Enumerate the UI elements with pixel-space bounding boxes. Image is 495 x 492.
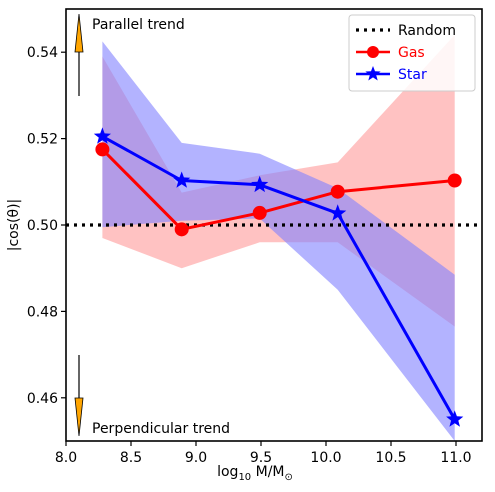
gas-point bbox=[447, 173, 462, 188]
y-tick-label: 0.48 bbox=[27, 304, 58, 320]
star-point bbox=[93, 127, 111, 144]
x-axis-label-base: 10 bbox=[238, 472, 251, 483]
x-tick-label: 10.5 bbox=[375, 450, 406, 466]
x-tick-label: 10.0 bbox=[310, 450, 341, 466]
star-point bbox=[329, 204, 347, 221]
legend-random-label: Random bbox=[398, 23, 456, 39]
legend-star-marker bbox=[365, 66, 381, 81]
legend-gas-marker bbox=[367, 46, 379, 58]
x-tick-label: 8.5 bbox=[120, 450, 142, 466]
x-tick-label: 9.5 bbox=[250, 450, 272, 466]
x-tick-label: 8.0 bbox=[55, 450, 77, 466]
star-point bbox=[251, 175, 269, 193]
star-point bbox=[173, 171, 191, 188]
y-axis-ticks: 0.46 0.48 0.50 0.52 0.54 bbox=[27, 45, 66, 407]
legend-gas-label: Gas bbox=[398, 45, 425, 61]
gas-point bbox=[330, 184, 345, 199]
series-markers bbox=[93, 127, 464, 427]
perpendicular-arrow-head bbox=[74, 397, 84, 437]
gas-point bbox=[174, 222, 189, 237]
trend-arrows bbox=[74, 13, 84, 437]
y-tick-label: 0.50 bbox=[27, 218, 58, 234]
y-axis-label: |cos(θ)| bbox=[6, 199, 22, 251]
x-tick-label: 9.0 bbox=[185, 450, 207, 466]
gas-point bbox=[95, 142, 110, 157]
legend-box bbox=[348, 14, 476, 92]
parallel-arrow-head bbox=[74, 13, 84, 53]
gas-point bbox=[252, 205, 267, 220]
y-tick-label: 0.54 bbox=[27, 45, 58, 61]
star-confidence-band bbox=[102, 41, 455, 442]
x-tick-label: 11.0 bbox=[440, 450, 471, 466]
star-point bbox=[446, 410, 464, 427]
perpendicular-trend-annotation: Perpendicular trend bbox=[92, 421, 230, 437]
x-axis-ticks: 8.0 8.5 9.0 9.5 10.0 10.5 11.0 bbox=[55, 441, 472, 466]
confidence-bands bbox=[102, 34, 455, 442]
legend: Random Gas Star bbox=[348, 14, 476, 92]
y-tick-label: 0.46 bbox=[27, 391, 58, 407]
y-tick-label: 0.52 bbox=[27, 132, 58, 148]
legend-star-label: Star bbox=[398, 67, 427, 83]
x-axis-label-log: log bbox=[217, 464, 238, 480]
parallel-trend-annotation: Parallel trend bbox=[92, 17, 185, 33]
x-axis-label-sun-symbol: ⊙ bbox=[285, 472, 293, 483]
x-axis-label: log10 M/M⊙ bbox=[217, 464, 293, 483]
x-axis-label-mass: M/M bbox=[251, 464, 284, 480]
